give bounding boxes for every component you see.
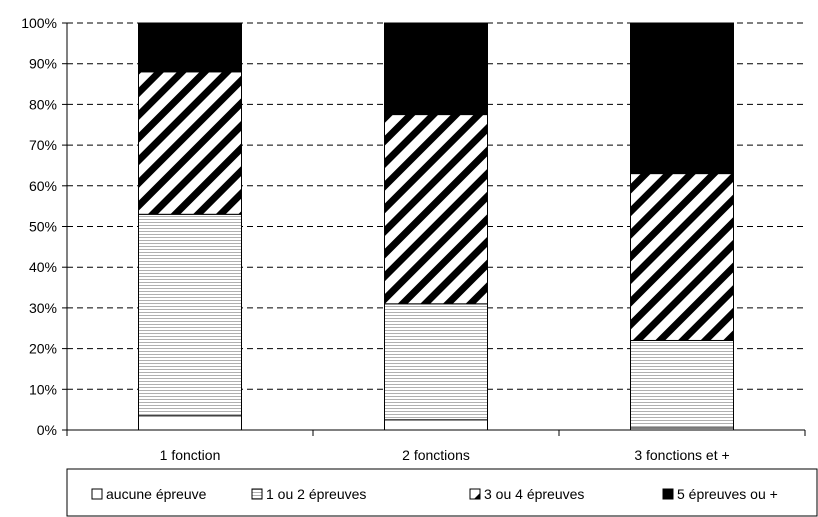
x-tick-label: 1 fonction [160, 447, 221, 463]
bar-segment-5-epreuves-ou [384, 22, 488, 116]
y-tick-label: 0% [37, 422, 57, 438]
y-tick-label: 30% [29, 300, 57, 316]
legend-box [66, 468, 818, 517]
legend-label: 5 épreuves ou + [677, 486, 778, 502]
y-tick-label: 90% [29, 56, 57, 72]
bar-segment-aucune-epreuve [138, 415, 242, 431]
legend-swatch-3-ou-4-epreuves [469, 488, 481, 500]
y-tick-label: 80% [29, 96, 57, 112]
bar-segment-1-ou-2-epreuves [138, 213, 242, 417]
legend-swatch-1-ou-2-epreuves [251, 488, 263, 500]
y-tick-label: 70% [29, 137, 57, 153]
bar-segment-5-epreuves-ou [630, 22, 734, 175]
legend: aucune épreuve 1 ou 2 épreuves 3 ou 4 épre… [66, 468, 818, 517]
legend-label: 3 ou 4 épreuves [484, 486, 584, 502]
bars [138, 22, 734, 431]
bar-segment-3-ou-4-epreuves [138, 71, 242, 215]
bar-segment-1-ou-2-epreuves [384, 303, 488, 421]
legend-label: aucune épreuve [106, 486, 207, 502]
axes: 0% 10% 20% 30% 40% 50% 60% 70% 80% 90% 100% 1 fonct… [21, 15, 806, 463]
bar-segment-3-ou-4-epreuves [384, 114, 488, 305]
bar-segment-aucune-epreuve [384, 419, 488, 431]
bar-segment-3-ou-4-epreuves [630, 173, 734, 341]
bar-segment-5-epreuves-ou [138, 22, 242, 73]
y-tick-label: 100% [21, 15, 57, 31]
y-tick-label: 50% [29, 219, 57, 235]
y-tick-label: 20% [29, 341, 57, 357]
legend-swatch-aucune-epreuve [91, 488, 103, 500]
bar-segment-1-ou-2-epreuves [630, 339, 734, 429]
y-tick-label: 40% [29, 259, 57, 275]
x-tick-label: 3 fonctions et + [634, 447, 729, 463]
y-tick-label: 10% [29, 381, 57, 397]
legend-swatch-5-epreuves-ou [662, 488, 674, 500]
x-tick-label: 2 fonctions [402, 447, 470, 463]
legend-label: 1 ou 2 épreuves [266, 486, 366, 502]
y-tick-label: 60% [29, 178, 57, 194]
